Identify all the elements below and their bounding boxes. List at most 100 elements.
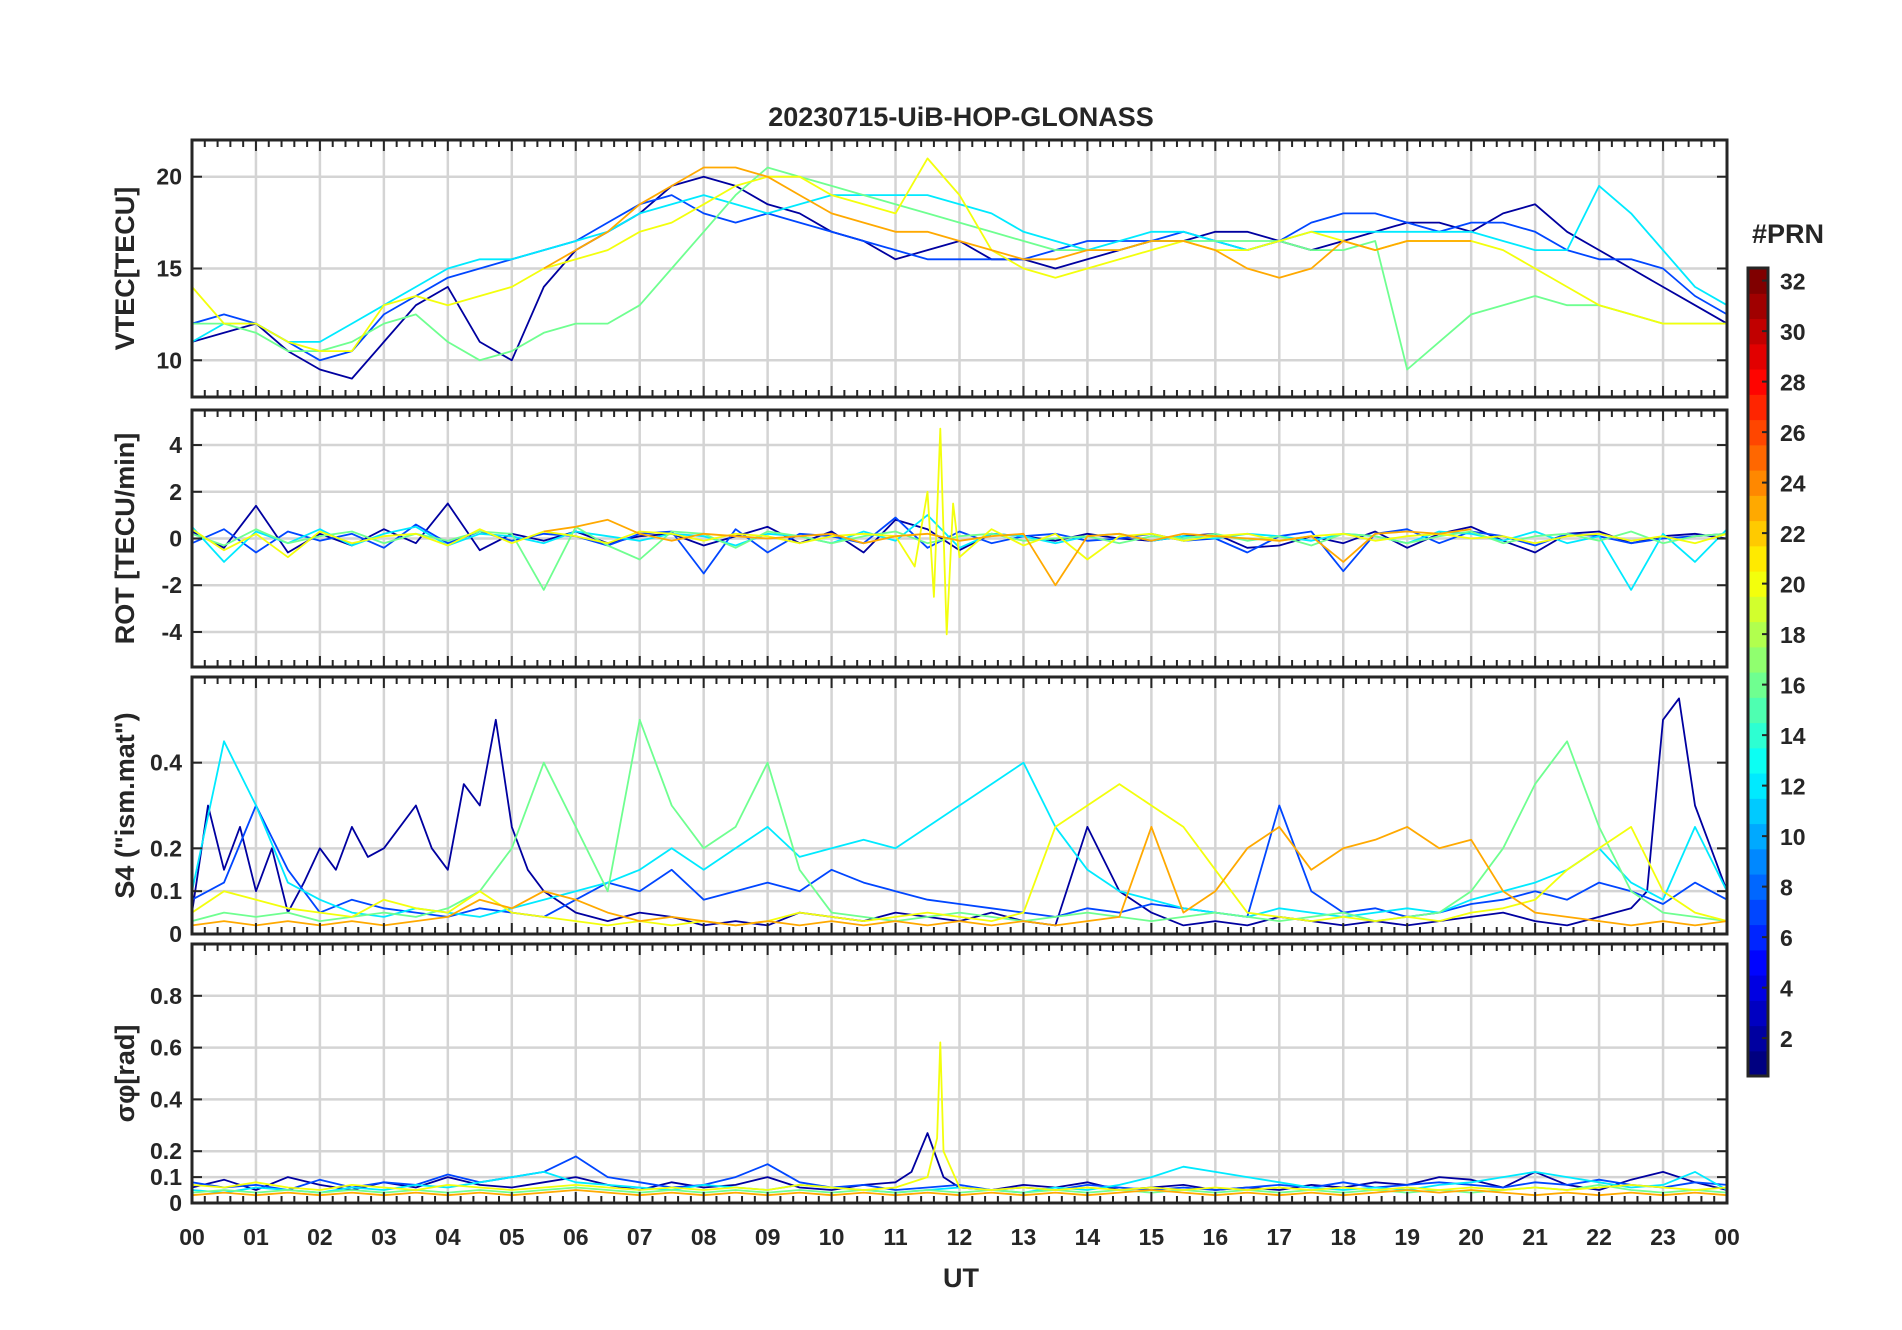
series-prn-20: [192, 427, 1727, 636]
colorbar-segment: [1748, 773, 1768, 799]
colorbar-segment: [1748, 444, 1768, 471]
colorbar-segment: [1748, 1000, 1768, 1027]
y-tick-label: 20: [156, 164, 182, 190]
x-tick-label: 08: [691, 1224, 717, 1250]
y-tick-label: 0.2: [150, 835, 182, 861]
series-prn-2: [192, 1132, 1727, 1191]
colorbar-tick-label: 4: [1780, 976, 1793, 1002]
colorbar-segment: [1748, 1025, 1768, 1052]
colorbar-segment: [1748, 571, 1768, 597]
colorbar-tick-label: 14: [1780, 723, 1806, 749]
x-tick-label: 17: [1266, 1224, 1292, 1250]
colorbar-tick-label: 18: [1780, 622, 1806, 648]
y-axis-label: S4 ("ism.mat"): [110, 712, 140, 898]
y-tick-label: -4: [162, 619, 183, 645]
y-tick-label: 0: [169, 526, 182, 552]
series-prn-20: [192, 783, 1727, 927]
x-tick-label: 10: [819, 1224, 845, 1250]
colorbar-tick-label: 12: [1780, 774, 1806, 800]
panel-rot: -4 -2 0 2 4 ROT [TECU/min]: [110, 408, 1729, 669]
colorbar-segment: [1748, 545, 1768, 572]
colorbar-tick-label: 32: [1780, 269, 1806, 295]
colorbar-segment: [1748, 747, 1768, 774]
y-tick-label: 0.2: [150, 1138, 182, 1164]
panel-s4: 0 0.1 0.2 0.4 S4 ("ism.mat"): [110, 675, 1729, 947]
chart-title: 20230715-UiB-HOP-GLONASS: [768, 102, 1154, 132]
x-tick-label: 00: [179, 1224, 205, 1250]
y-axis-label: ROT [TECU/min]: [110, 433, 140, 644]
series-prn-16: [192, 525, 1727, 591]
x-tick-label: 02: [307, 1224, 333, 1250]
colorbar-segment: [1748, 874, 1768, 900]
x-tick-label: 20: [1458, 1224, 1484, 1250]
y-axis-label: σφ[rad]: [110, 1025, 140, 1123]
x-tick-label: 06: [563, 1224, 589, 1250]
x-tick-label: 16: [1203, 1224, 1229, 1250]
x-tick-label: 03: [371, 1224, 397, 1250]
x-tick-label: 11: [883, 1224, 908, 1250]
series-prn-23: [543, 166, 1472, 279]
y-tick-label: 0: [169, 1190, 182, 1216]
series-prn-16: [192, 166, 1727, 371]
colorbar-segment: [1748, 924, 1768, 951]
y-tick-label: 4: [169, 432, 182, 458]
x-axis-label: UT: [943, 1263, 979, 1293]
colorbar-frame: [1746, 266, 1770, 1078]
colorbar-segment: [1748, 596, 1768, 623]
colorbar-segment: [1748, 697, 1768, 724]
panel-frame: [190, 675, 1729, 936]
colorbar-tick-label: 26: [1780, 420, 1806, 446]
colorbar-segment: [1748, 293, 1768, 320]
y-tick-label: 2: [169, 479, 182, 505]
y-tick-label: 0.4: [150, 1086, 182, 1112]
series-prn-16: [192, 718, 1727, 922]
y-tick-label: 0.8: [150, 983, 182, 1009]
colorbar-tick-label: 28: [1780, 370, 1806, 396]
colorbar-segment: [1748, 369, 1768, 395]
colorbar-segment: [1748, 672, 1768, 698]
colorbar-segment: [1748, 646, 1768, 673]
series-prn-7: [192, 1155, 1727, 1191]
colorbar-tick-label: 30: [1780, 319, 1806, 345]
series-prn-12: [192, 185, 1727, 343]
y-tick-label: 0.6: [150, 1035, 182, 1061]
colorbar-segment: [1748, 343, 1768, 370]
colorbar-segment: [1748, 798, 1768, 825]
series-prn-20: [192, 1041, 1727, 1191]
x-tick-label: 18: [1330, 1224, 1356, 1250]
x-tick-label: 00: [1714, 1224, 1740, 1250]
colorbar-tick-label: 16: [1780, 673, 1806, 699]
colorbar-segment: [1748, 495, 1768, 522]
colorbar-tick-label: 22: [1780, 521, 1806, 547]
colorbar-segment: [1748, 419, 1768, 446]
y-tick-label: 0.1: [150, 878, 182, 904]
colorbar-segment: [1748, 318, 1768, 345]
x-tick-label: 13: [1011, 1224, 1037, 1250]
x-tick-label: 23: [1650, 1224, 1676, 1250]
x-tick-label: 12: [947, 1224, 973, 1250]
colorbar-label: #PRN: [1752, 219, 1824, 249]
y-tick-label: 0.1: [150, 1164, 182, 1190]
colorbar-tick-label: 8: [1780, 875, 1793, 901]
y-tick-label: 0.4: [150, 750, 182, 776]
colorbar-tick-label: 10: [1780, 824, 1806, 850]
panel-vtec: 10 15 20 VTEC[TECU]: [110, 138, 1729, 399]
y-tick-label: 10: [156, 347, 182, 373]
y-tick-label: 15: [156, 256, 182, 282]
series-prn-7: [192, 194, 1727, 362]
colorbar-segment: [1748, 394, 1768, 421]
colorbar-segment: [1748, 470, 1768, 496]
x-tick-label: 14: [1075, 1224, 1101, 1250]
colorbar-tick-label: 2: [1780, 1026, 1793, 1052]
colorbar-segment: [1748, 823, 1768, 850]
colorbar-segment: [1748, 975, 1768, 1001]
panel-frame: [190, 138, 1729, 399]
colorbar-segment: [1748, 621, 1768, 648]
series-prn-23: [543, 518, 1472, 587]
colorbar-segment: [1748, 899, 1768, 926]
colorbar-segment: [1748, 848, 1768, 875]
colorbar-segment: [1748, 1050, 1768, 1077]
